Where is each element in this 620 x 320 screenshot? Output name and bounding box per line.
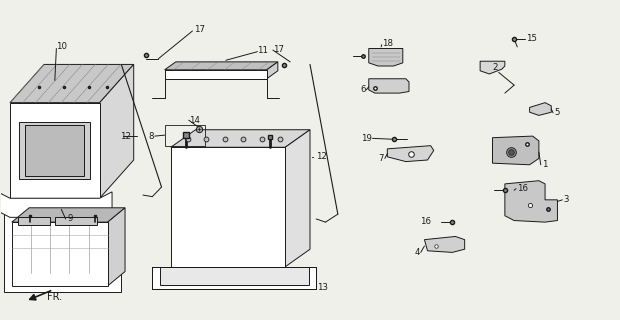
Text: 17: 17 [193, 25, 205, 34]
Bar [4, 214, 122, 292]
Text: 7: 7 [379, 154, 384, 163]
Polygon shape [369, 79, 409, 93]
Text: 3: 3 [564, 195, 569, 204]
Polygon shape [165, 70, 267, 79]
Text: 18: 18 [383, 39, 393, 48]
Polygon shape [100, 64, 134, 198]
Polygon shape [153, 268, 316, 289]
Polygon shape [267, 62, 278, 79]
Polygon shape [480, 61, 505, 74]
Text: 15: 15 [526, 35, 538, 44]
Polygon shape [10, 64, 134, 103]
Text: 2: 2 [492, 63, 498, 72]
Text: 13: 13 [317, 283, 329, 292]
Polygon shape [0, 192, 112, 217]
Bar [18, 217, 50, 225]
Text: 16: 16 [517, 184, 528, 193]
Text: 8: 8 [149, 132, 154, 140]
Text: 16: 16 [420, 217, 431, 226]
Text: FR.: FR. [47, 292, 62, 302]
Bar [165, 125, 205, 146]
Polygon shape [529, 103, 551, 116]
Polygon shape [285, 130, 310, 267]
Text: 10: 10 [56, 42, 68, 52]
Polygon shape [388, 146, 434, 162]
Text: 5: 5 [554, 108, 560, 117]
Text: 9: 9 [68, 214, 73, 223]
Text: 14: 14 [189, 116, 200, 125]
Text: 19: 19 [361, 134, 372, 143]
Polygon shape [369, 49, 403, 66]
Bar [160, 268, 309, 285]
Bar [19, 122, 91, 179]
Text: 4: 4 [415, 248, 420, 257]
Polygon shape [492, 136, 539, 165]
Polygon shape [10, 103, 100, 198]
Polygon shape [12, 208, 125, 222]
Bar [25, 125, 84, 176]
Polygon shape [165, 62, 278, 70]
Polygon shape [12, 222, 108, 286]
Polygon shape [505, 181, 557, 222]
Bar [55, 217, 97, 225]
Text: 17: 17 [273, 44, 284, 54]
Text: 6: 6 [360, 85, 366, 94]
Text: 11: 11 [257, 45, 268, 55]
Text: 12: 12 [316, 152, 327, 161]
Text: 1: 1 [542, 160, 547, 169]
Text: 12: 12 [120, 132, 131, 140]
Polygon shape [171, 147, 285, 267]
Polygon shape [171, 130, 310, 147]
Polygon shape [425, 236, 464, 252]
Polygon shape [108, 208, 125, 286]
